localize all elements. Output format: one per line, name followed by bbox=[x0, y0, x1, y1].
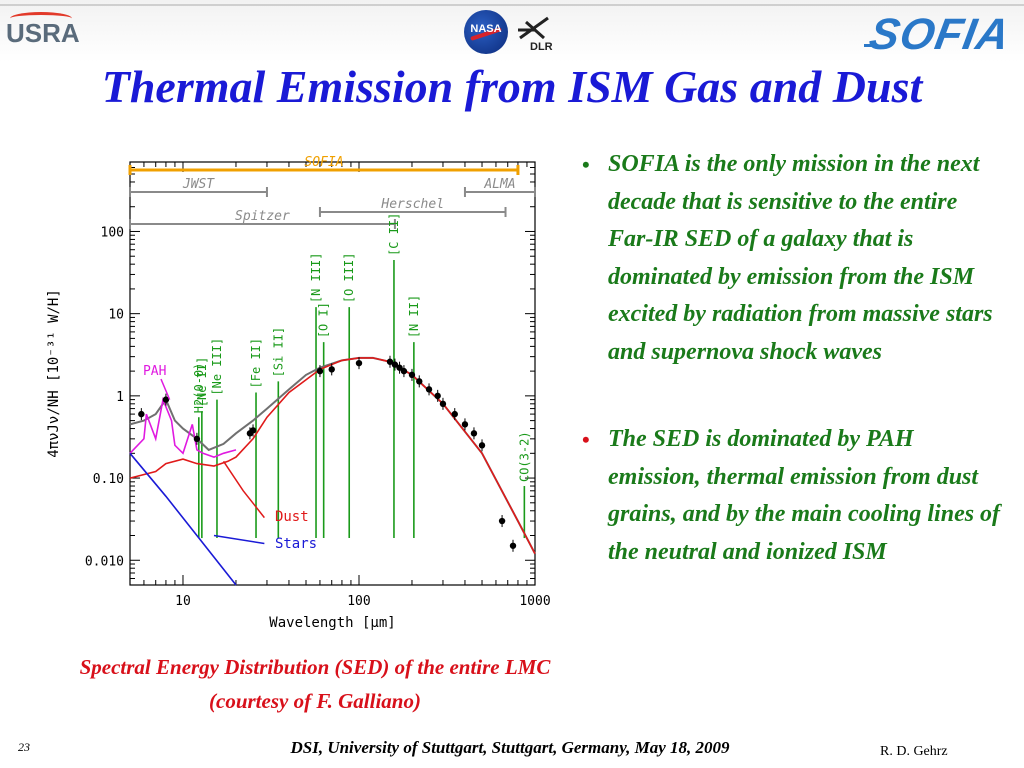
emission-line-label: [Ne III] bbox=[210, 338, 224, 396]
bullet-marker: • bbox=[582, 427, 590, 452]
data-point bbox=[396, 364, 403, 371]
emission-line-label: [O III] bbox=[342, 253, 356, 304]
data-point bbox=[425, 386, 433, 393]
footer-event: DSI, University of Stuttgart, Stuttgart,… bbox=[290, 738, 730, 757]
bullet-marker: • bbox=[582, 152, 590, 177]
series-line bbox=[129, 396, 237, 458]
y-tick-label: 0.10 bbox=[93, 472, 124, 487]
series-line bbox=[129, 356, 536, 555]
plot-frame bbox=[129, 161, 536, 586]
sofia-logo: SOFIA bbox=[864, 8, 1020, 59]
emission-line-label: [Ne II] bbox=[195, 357, 209, 408]
data-point bbox=[316, 367, 324, 375]
emission-line-label: [N II] bbox=[407, 295, 421, 338]
series-line bbox=[129, 357, 536, 555]
sofia-logo-stripe bbox=[864, 44, 876, 47]
bullet-list: • SOFIA is the only mission in the next … bbox=[582, 146, 1002, 571]
usra-logo-text: USRA bbox=[6, 18, 80, 48]
emission-line-label: [O I] bbox=[317, 302, 331, 338]
slide-title: Thermal Emission from ISM Gas and Dust bbox=[101, 61, 923, 112]
nasa-logo-text: NASA bbox=[470, 23, 502, 35]
annotation-arrow bbox=[160, 378, 171, 400]
bullet-item: • The SED is dominated by PAH emission, … bbox=[582, 421, 1002, 571]
dlr-emblem-icon bbox=[518, 16, 549, 40]
data-point bbox=[470, 430, 478, 437]
data-point bbox=[193, 435, 201, 443]
usra-logo: USRA bbox=[6, 12, 80, 52]
data-point bbox=[461, 421, 469, 428]
usra-swoosh-icon bbox=[10, 12, 72, 25]
annotation-label: Stars bbox=[275, 536, 317, 552]
x-tick-label: 10 bbox=[175, 594, 191, 609]
annotation-arrow bbox=[222, 460, 265, 519]
y-tick-label: 0.010 bbox=[85, 554, 124, 569]
series-line bbox=[129, 452, 237, 586]
data-point bbox=[162, 396, 170, 403]
emission-line-label: [C II] bbox=[387, 213, 401, 256]
data-point bbox=[434, 392, 441, 400]
footer-author: R. D. Gehrz bbox=[880, 744, 948, 759]
data-point bbox=[498, 517, 506, 525]
data-point bbox=[328, 366, 335, 373]
y-axis-label: 4πνJν/NH [10⁻³¹ W/H] bbox=[46, 289, 62, 458]
data-point bbox=[451, 410, 458, 418]
header-band bbox=[0, 0, 1024, 62]
data-point bbox=[509, 542, 517, 549]
emission-line-label: [Fe II] bbox=[249, 338, 263, 389]
data-point bbox=[355, 359, 363, 367]
coverage-bar-label: Herschel bbox=[380, 197, 444, 212]
data-point bbox=[416, 378, 423, 385]
annotation-arrow bbox=[213, 534, 265, 545]
annotation-label: PAH bbox=[143, 364, 166, 379]
coverage-bar-label: ALMA bbox=[483, 177, 515, 192]
y-tick-label: 1 bbox=[116, 390, 124, 405]
data-point bbox=[400, 367, 408, 375]
y-tick-label: 10 bbox=[108, 308, 124, 323]
data-point bbox=[249, 427, 257, 434]
coverage-bar-label: SOFIA bbox=[304, 155, 343, 170]
coverage-bar-label: JWST bbox=[182, 177, 215, 192]
slide-number: 23 bbox=[18, 740, 30, 754]
data-point bbox=[138, 410, 145, 418]
annotation-label: Dust bbox=[275, 509, 309, 525]
emission-line-label: CO(3-2) bbox=[517, 431, 531, 482]
figure-caption: Spectral Energy Distribution (SED) of th… bbox=[79, 655, 551, 713]
data-point bbox=[439, 400, 447, 408]
coverage-bar-label: Spitzer bbox=[235, 209, 290, 224]
emission-line-label: [N III] bbox=[309, 253, 323, 304]
header-divider bbox=[0, 4, 1024, 6]
x-axis-label: Wavelength [μm] bbox=[269, 615, 395, 631]
sofia-logo-text: SOFIA bbox=[865, 10, 1014, 59]
bullet-item: • SOFIA is the only mission in the next … bbox=[582, 146, 1002, 371]
data-point bbox=[408, 371, 416, 379]
x-tick-label: 1000 bbox=[519, 594, 550, 609]
data-point bbox=[386, 358, 394, 365]
nasa-logo: NASA bbox=[464, 10, 508, 54]
y-tick-label: 100 bbox=[101, 225, 124, 240]
data-point bbox=[478, 442, 486, 449]
dlr-logo-text: DLR bbox=[530, 41, 553, 53]
emission-line-label: [Si II] bbox=[271, 327, 285, 378]
x-tick-label: 100 bbox=[347, 594, 370, 609]
bullet-text: SOFIA is the only mission in the next de… bbox=[608, 151, 993, 365]
sed-chart-svg: 10 100 1000 0.010 0.10 1 10 100 Wavelength [μm] 4… bbox=[46, 155, 551, 631]
emission-line-label: H2(0-0) bbox=[192, 363, 206, 414]
bullet-text: The SED is dominated by PAH emission, th… bbox=[608, 426, 1001, 565]
data-point bbox=[391, 361, 399, 368]
dlr-logo: DLR bbox=[510, 14, 560, 56]
sed-chart: 10 100 1000 0.010 0.10 1 10 100 Wavelength [μm] 4… bbox=[30, 140, 570, 640]
